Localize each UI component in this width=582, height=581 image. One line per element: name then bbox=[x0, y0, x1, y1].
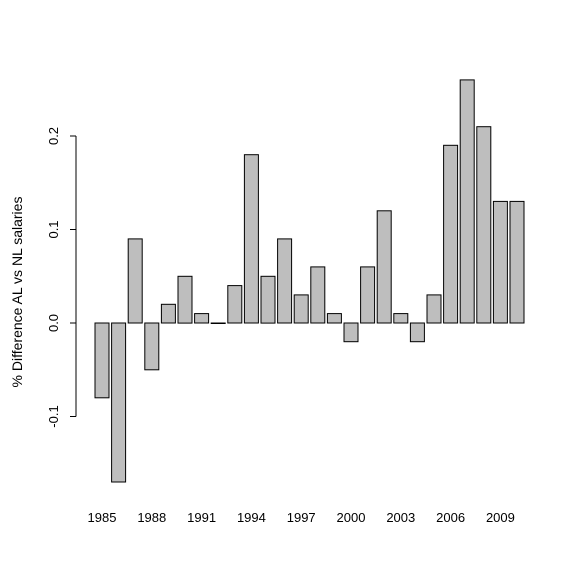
bar-2000 bbox=[343, 322, 359, 343]
y-axis-title: % Difference AL vs NL salaries bbox=[9, 197, 25, 388]
bar-2001 bbox=[360, 266, 376, 324]
bar-2004 bbox=[409, 322, 425, 343]
bar-1988 bbox=[144, 322, 160, 371]
x-tick-label: 1994 bbox=[237, 510, 266, 525]
bar-1993 bbox=[227, 285, 243, 324]
y-tick-label: 0.1 bbox=[46, 220, 61, 238]
bar-2010 bbox=[509, 200, 525, 324]
bar-1989 bbox=[160, 303, 176, 324]
bar-1995 bbox=[260, 275, 276, 324]
x-tick-label: 1988 bbox=[137, 510, 166, 525]
y-tick-label: 0.0 bbox=[46, 314, 61, 332]
x-tick-label: 2009 bbox=[486, 510, 515, 525]
bar-2006 bbox=[443, 144, 459, 324]
bar-1987 bbox=[127, 238, 143, 324]
bar-1996 bbox=[277, 238, 293, 324]
bar-2005 bbox=[426, 294, 442, 324]
bar-2007 bbox=[459, 79, 475, 324]
bars-group bbox=[94, 79, 525, 483]
bar-2008 bbox=[476, 126, 492, 324]
bar-1994 bbox=[243, 154, 259, 324]
bar-1985 bbox=[94, 322, 110, 399]
bar-1998 bbox=[310, 266, 326, 324]
y-tick-label: -0.1 bbox=[46, 405, 61, 427]
bar-2003 bbox=[393, 313, 409, 324]
x-tick-label: 2003 bbox=[386, 510, 415, 525]
bar-1999 bbox=[326, 313, 342, 324]
x-tick-label: 2006 bbox=[436, 510, 465, 525]
x-axis-labels: 1985 1988 1991 1994 1997 2000 2003 2006 2009 bbox=[88, 510, 515, 525]
y-tick-label: 0.2 bbox=[46, 127, 61, 145]
bar-2009 bbox=[492, 200, 508, 324]
y-axis: -0.1 0.0 0.1 0.2 bbox=[46, 127, 77, 428]
bar-1997 bbox=[293, 294, 309, 324]
bar-2002 bbox=[376, 210, 392, 324]
x-tick-label: 1997 bbox=[287, 510, 316, 525]
x-tick-label: 2000 bbox=[337, 510, 366, 525]
x-tick-label: 1985 bbox=[88, 510, 117, 525]
bar-1991 bbox=[194, 313, 210, 324]
bar-1986 bbox=[111, 322, 127, 483]
bar-1992 bbox=[210, 322, 226, 324]
x-tick-label: 1991 bbox=[187, 510, 216, 525]
bar-1990 bbox=[177, 275, 193, 324]
